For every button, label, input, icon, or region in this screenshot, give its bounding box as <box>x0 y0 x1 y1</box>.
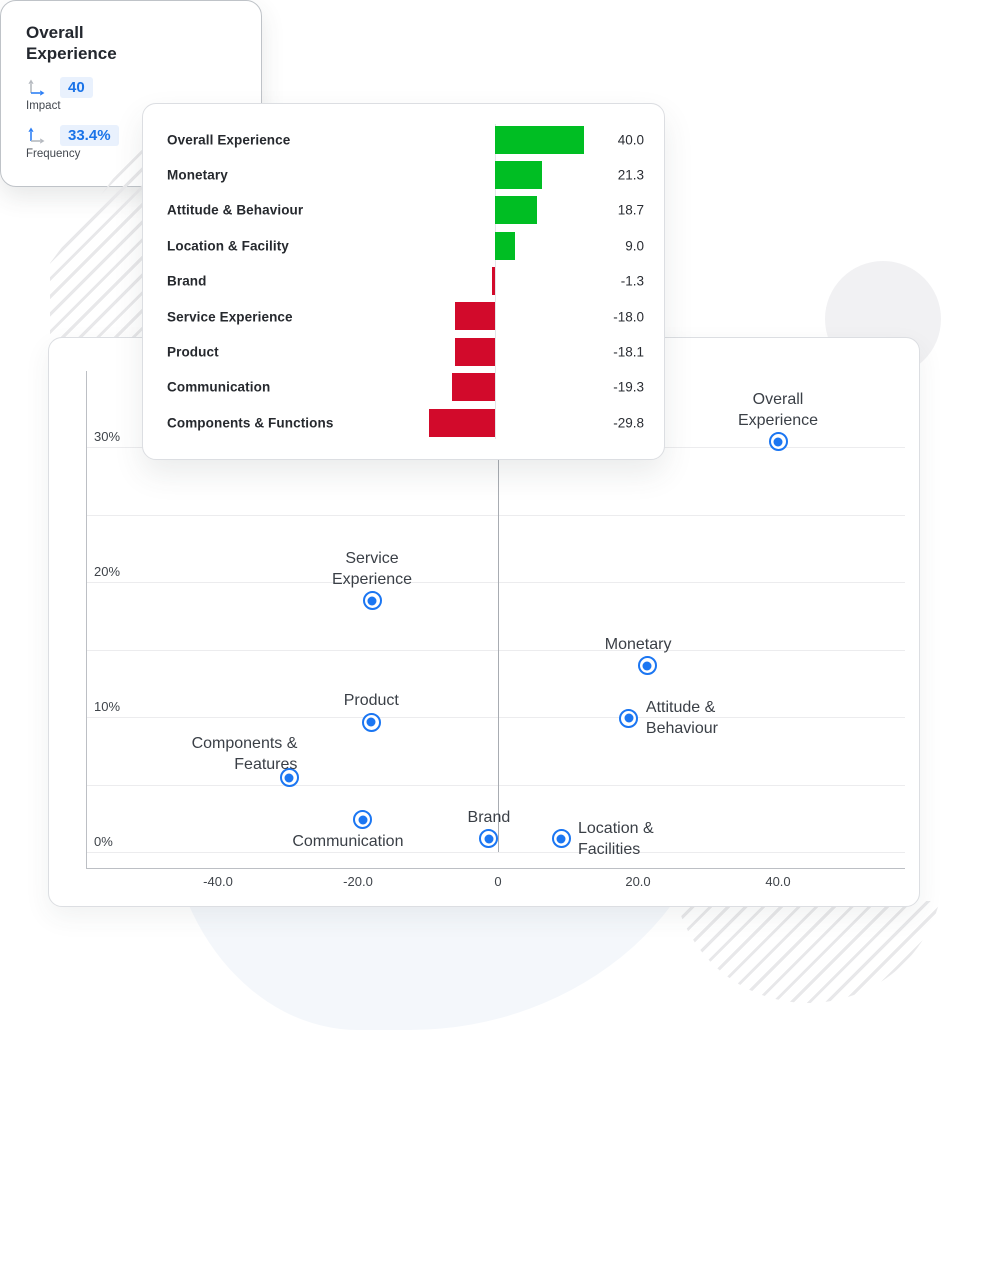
y-axis-tick-label: 10% <box>94 699 121 714</box>
bar-row: Overall Experience 40.0 <box>143 122 664 157</box>
bar-row: Attitude & Behaviour 18.7 <box>143 193 664 228</box>
bar[interactable] <box>495 231 516 260</box>
scatter-point[interactable] <box>362 591 382 611</box>
scatter-point[interactable] <box>361 712 381 732</box>
gridline <box>86 784 905 786</box>
x-axis-tick-label: 40.0 <box>765 874 791 889</box>
scatter-point-label: Overall Experience <box>737 390 819 429</box>
bar[interactable] <box>495 160 543 189</box>
bar-category-label: Brand <box>167 273 207 289</box>
bar-value-label: -18.0 <box>613 309 644 325</box>
scatter-point-label: Attitude & Behaviour <box>645 699 718 738</box>
bar-category-label: Attitude & Behaviour <box>167 202 304 218</box>
y-axis-tick-label: 0% <box>94 834 113 849</box>
scatter-point-dot <box>773 437 783 447</box>
bar-value-label: 40.0 <box>617 132 644 148</box>
bar-row: Location & Facility 9.0 <box>143 228 664 263</box>
scatter-point-label: Communication <box>292 832 404 850</box>
scatter-point-label: Brand <box>467 808 511 826</box>
scatter-point-label: Monetary <box>604 635 672 653</box>
impact-bar-chart-card: Overall Experience 40.0 Monetary 21.3 Attitu… <box>142 103 665 460</box>
bar-row: Monetary 21.3 <box>143 157 664 192</box>
decorative-hatch-bottom-right <box>660 901 945 1005</box>
gridline <box>86 649 905 651</box>
bar[interactable] <box>495 196 537 225</box>
y-axis-tick-label: 20% <box>94 564 121 579</box>
scatter-point-dot <box>367 596 377 606</box>
bar-category-label: Monetary <box>167 167 228 183</box>
x-axis-tick-label: 0 <box>494 874 502 889</box>
point-tooltip: Overall Experience 40 Impact <box>0 0 262 187</box>
tooltip-title: Overall Experience <box>26 23 117 63</box>
tooltip-frequency-metric: 33.4% Frequency <box>26 124 241 160</box>
scatter-point-dot <box>284 773 294 783</box>
gridline <box>86 582 905 583</box>
bar-value-label: -1.3 <box>620 273 644 289</box>
scatter-point-dot <box>484 834 494 843</box>
bar-zero-axis <box>495 124 496 439</box>
y-axis-tick-label: 30% <box>94 429 121 444</box>
scatter-point-dot <box>358 815 368 825</box>
scatter-point-label: Product <box>343 692 399 710</box>
bar-value-label: -18.1 <box>613 344 644 360</box>
bar-row: Service Experience -18.0 <box>143 299 664 334</box>
bar-row: Components & Functions -29.8 <box>143 405 664 440</box>
bar-chart-rows: Overall Experience 40.0 Monetary 21.3 Attitu… <box>143 122 664 441</box>
scatter-point[interactable] <box>637 656 657 676</box>
bar-category-label: Communication <box>167 379 271 395</box>
bar-category-label: Location & Facility <box>167 238 289 254</box>
scatter-point[interactable] <box>279 768 299 788</box>
impact-label: Impact <box>26 100 61 112</box>
bar[interactable] <box>451 373 495 402</box>
x-axis-tick-label: -20.0 <box>343 874 373 889</box>
scatter-point-dot <box>366 717 376 727</box>
bar-row: Product -18.1 <box>143 334 664 369</box>
bar-category-label: Product <box>167 344 219 360</box>
bar-value-label: 18.7 <box>617 202 644 218</box>
frequency-value-badge: 33.4% <box>60 124 119 146</box>
axes-arrow-up-icon <box>28 127 45 144</box>
x-axis-tick-label: -40.0 <box>203 874 233 889</box>
scatter-point[interactable] <box>551 829 571 848</box>
impact-value-badge: 40 <box>60 76 93 98</box>
bar-category-label: Overall Experience <box>167 132 291 148</box>
gridline <box>86 717 905 718</box>
bar[interactable] <box>428 408 495 437</box>
axes-arrow-right-icon <box>28 79 45 96</box>
bar-category-label: Components & Functions <box>167 415 334 431</box>
scatter-point[interactable] <box>768 432 788 452</box>
bar-row: Communication -19.3 <box>143 370 664 405</box>
bar-value-label: 21.3 <box>617 167 644 183</box>
scatter-point-label: Components & Features <box>191 734 298 773</box>
gridline <box>86 852 905 853</box>
gridline <box>86 514 905 516</box>
scatter-point-dot <box>556 834 566 843</box>
scatter-point-label: Service Experience <box>331 549 413 588</box>
bar[interactable] <box>454 337 495 366</box>
scatter-point-label: Location & Facilities <box>578 819 654 858</box>
zero-vertical-gridline <box>498 371 499 852</box>
bar[interactable] <box>454 302 495 331</box>
tooltip-impact-metric: 40 Impact <box>26 76 241 112</box>
bar-value-label: -29.8 <box>613 415 644 431</box>
scatter-point-dot <box>624 713 634 723</box>
scatter-point[interactable] <box>479 829 499 848</box>
y-axis-line <box>86 371 87 868</box>
bar-category-label: Service Experience <box>167 309 293 325</box>
scatter-plot-area: 0% 10% 20% 30% -40.0 -20.0 0 20.0 40.0 Overall Ex… <box>49 338 919 906</box>
scatter-point[interactable] <box>619 708 639 728</box>
bar[interactable] <box>495 125 585 154</box>
x-axis-tick-label: 20.0 <box>625 874 651 889</box>
frequency-label: Frequency <box>26 148 81 160</box>
bar-value-label: 9.0 <box>625 238 644 254</box>
scatter-point-dot <box>642 661 652 671</box>
bar-value-label: -19.3 <box>613 379 644 395</box>
x-axis-line <box>86 868 905 869</box>
bar-row: Brand -1.3 <box>143 264 664 299</box>
scatter-point[interactable] <box>353 810 373 830</box>
bar[interactable] <box>492 267 495 296</box>
